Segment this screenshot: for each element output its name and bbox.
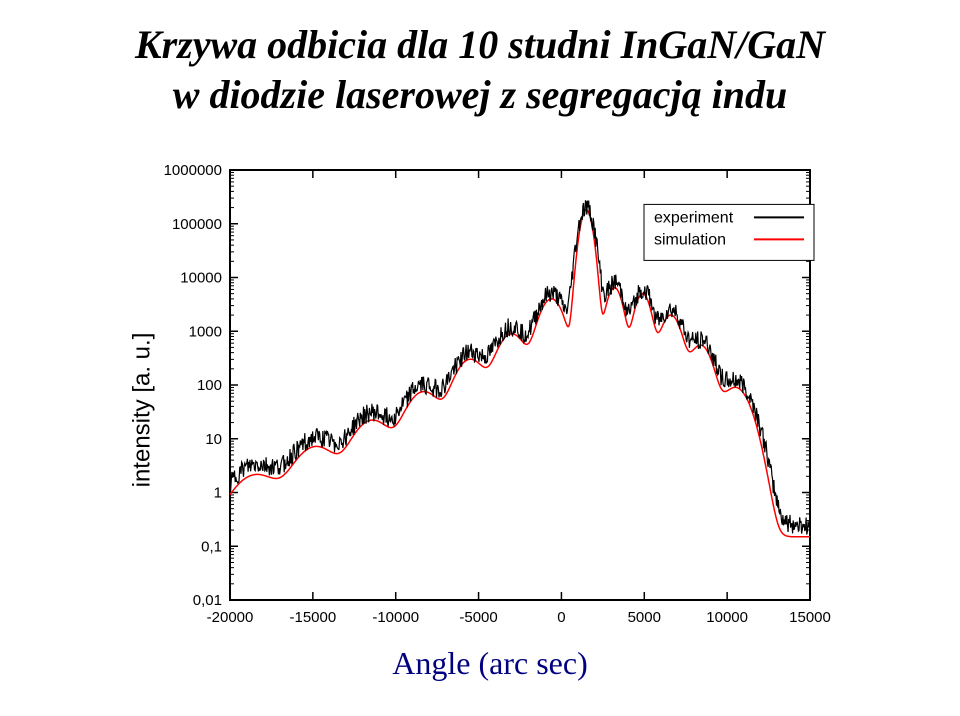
svg-text:10: 10: [205, 431, 222, 448]
svg-text:1000000: 1000000: [164, 162, 222, 179]
svg-text:100: 100: [197, 377, 222, 394]
chart-container: intensity [a. u.] 0,010,1110100100010000…: [120, 160, 860, 660]
svg-text:1000: 1000: [189, 323, 222, 340]
svg-text:10000: 10000: [180, 270, 222, 287]
svg-text:15000: 15000: [789, 609, 831, 626]
svg-text:0,01: 0,01: [193, 592, 222, 609]
svg-text:simulation: simulation: [654, 231, 726, 248]
title-line2: w diodzie laserowej z segregacją indu: [173, 72, 787, 117]
svg-text:0: 0: [557, 609, 565, 626]
xrd-chart: 0,010,11101001000100001000001000000-2000…: [120, 160, 860, 660]
svg-text:-5000: -5000: [459, 609, 497, 626]
svg-text:10000: 10000: [706, 609, 748, 626]
svg-text:1: 1: [214, 485, 222, 502]
svg-text:0,1: 0,1: [201, 538, 222, 555]
svg-text:100000: 100000: [172, 216, 222, 233]
x-axis-label: Angle (arc sec): [120, 645, 860, 682]
svg-text:-15000: -15000: [289, 609, 336, 626]
svg-text:5000: 5000: [628, 609, 661, 626]
svg-text:-20000: -20000: [207, 609, 254, 626]
title-line1: Krzywa odbicia dla 10 studni InGaN/GaN: [135, 22, 825, 67]
svg-text:experiment: experiment: [654, 209, 734, 226]
slide-title: Krzywa odbicia dla 10 studni InGaN/GaN w…: [0, 20, 960, 120]
y-axis-label: intensity [a. u.]: [128, 333, 156, 488]
svg-text:-10000: -10000: [372, 609, 419, 626]
